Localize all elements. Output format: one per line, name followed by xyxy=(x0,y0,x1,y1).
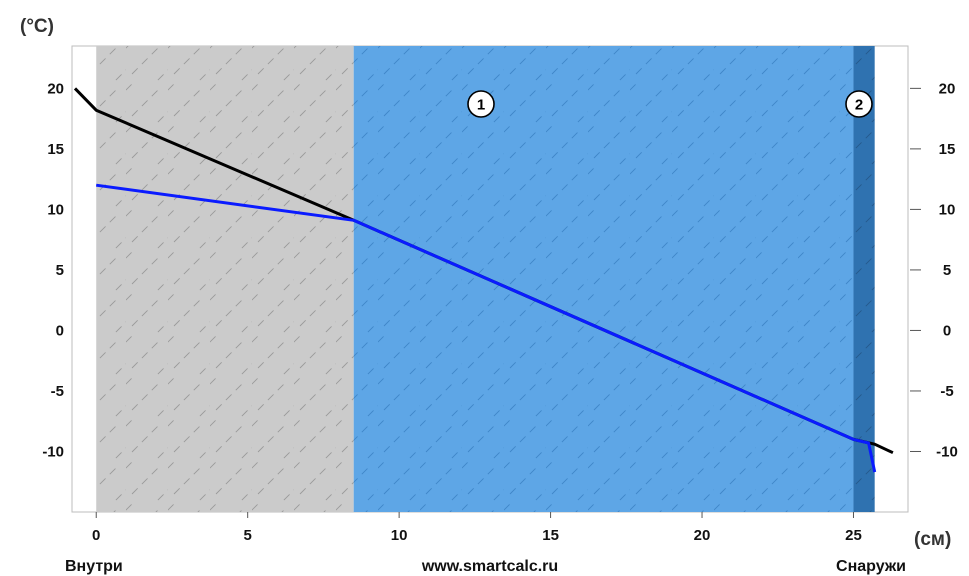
y-tick-right-1: 15 xyxy=(939,141,956,158)
layer-badge-label-1: 1 xyxy=(477,97,485,114)
y-tick-left-0: 20 xyxy=(47,80,64,97)
y-tick-left-1: 15 xyxy=(47,141,64,158)
y-tick-right-5: -5 xyxy=(940,383,953,400)
inside-label: Внутри xyxy=(65,558,123,575)
series-line-1 xyxy=(95,183,877,473)
y-tick-right-3: 5 xyxy=(943,262,951,279)
layer-band-1 xyxy=(353,46,854,512)
y-tick-left-5: -5 xyxy=(51,383,64,400)
x-tick-4: 20 xyxy=(694,527,711,544)
x-unit-label: (см) xyxy=(914,529,951,550)
x-tick-0: 0 xyxy=(92,527,100,544)
x-tick-5: 25 xyxy=(845,527,862,544)
x-tick-1: 5 xyxy=(244,527,252,544)
y-unit-label: (°C) xyxy=(20,16,54,37)
y-tick-left-3: 5 xyxy=(56,262,64,279)
wall-layers xyxy=(96,46,875,512)
y-tick-right-2: 10 xyxy=(939,201,956,218)
layer-badge-2 xyxy=(845,90,873,118)
x-tick-3: 15 xyxy=(542,527,559,544)
y-tick-right-6: -10 xyxy=(936,443,958,460)
temperature-lines xyxy=(73,87,894,473)
y-tick-left-2: 10 xyxy=(47,201,64,218)
outside-label: Снаружи xyxy=(836,558,906,575)
y-axis-left: 20 15 10 5 0 -5 -10 xyxy=(42,80,64,460)
x-tick-2: 10 xyxy=(391,527,408,544)
layer-badge-1 xyxy=(467,90,495,118)
y-tick-left-4: 0 xyxy=(56,322,64,339)
layer-band-2 xyxy=(853,46,875,512)
layer-band-0 xyxy=(96,46,354,512)
y-tick-right-0: 20 xyxy=(939,80,956,97)
watermark-label: www.smartcalc.ru xyxy=(421,558,558,575)
y-tick-left-6: -10 xyxy=(42,443,64,460)
layer-badge-label-2: 2 xyxy=(855,97,863,114)
x-axis: 0 5 10 15 20 25 xyxy=(92,512,862,544)
y-tick-right-4: 0 xyxy=(943,322,951,339)
y-axis-right: 20 15 10 5 0 -5 -10 xyxy=(910,80,958,460)
